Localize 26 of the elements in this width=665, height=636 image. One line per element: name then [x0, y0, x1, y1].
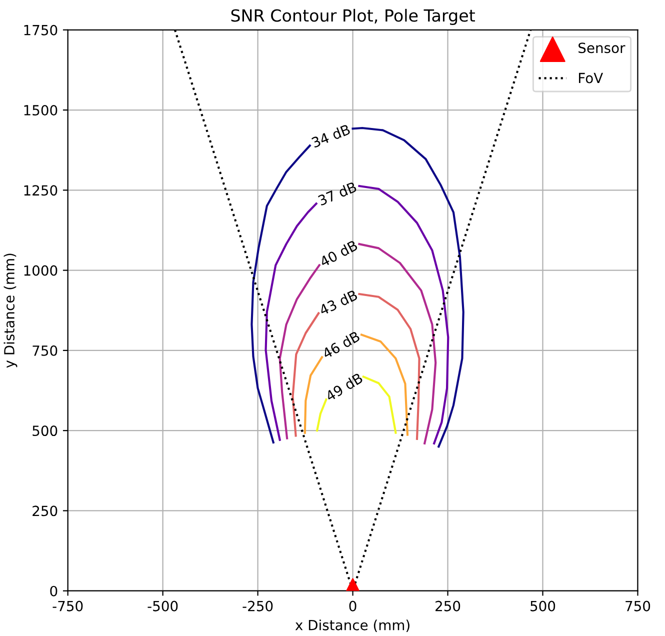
y-axis-title: y Distance (mm) [4, 254, 18, 368]
x-axis-title: x Distance (mm) [295, 620, 410, 632]
text: 40 dB [318, 240, 358, 268]
y-tick-label: 250 [32, 506, 58, 516]
text: 46 dB [321, 330, 360, 360]
text: 49 dB [324, 372, 364, 402]
x-tick-label: -250 [242, 600, 273, 612]
x-tick-label: 750 [626, 600, 650, 612]
y-tick-label: 500 [32, 426, 58, 436]
legend-label: FoV [578, 72, 603, 84]
chart-title: SNR Contour Plot, Pole Target [231, 8, 475, 26]
y-tick-label: 0 [50, 586, 58, 596]
x-tick-label: -750 [52, 600, 83, 612]
legend-label: Sensor [578, 42, 626, 54]
x-tick-label: 0 [349, 600, 356, 612]
x-tick-label: -500 [148, 600, 178, 612]
x-tick-label: 250 [436, 600, 460, 612]
y-tick-label: 1000 [24, 265, 58, 276]
x-tick-label: 500 [530, 600, 556, 612]
y-tick-label: 1750 [24, 24, 58, 36]
y-tick-label: 750 [32, 345, 58, 356]
text: 43 dB [318, 289, 358, 316]
y-tick-label: 1250 [24, 185, 58, 196]
text: 34 dB [311, 124, 351, 148]
y-tick-label: 1500 [24, 104, 58, 116]
text: 37 dB [318, 181, 358, 206]
